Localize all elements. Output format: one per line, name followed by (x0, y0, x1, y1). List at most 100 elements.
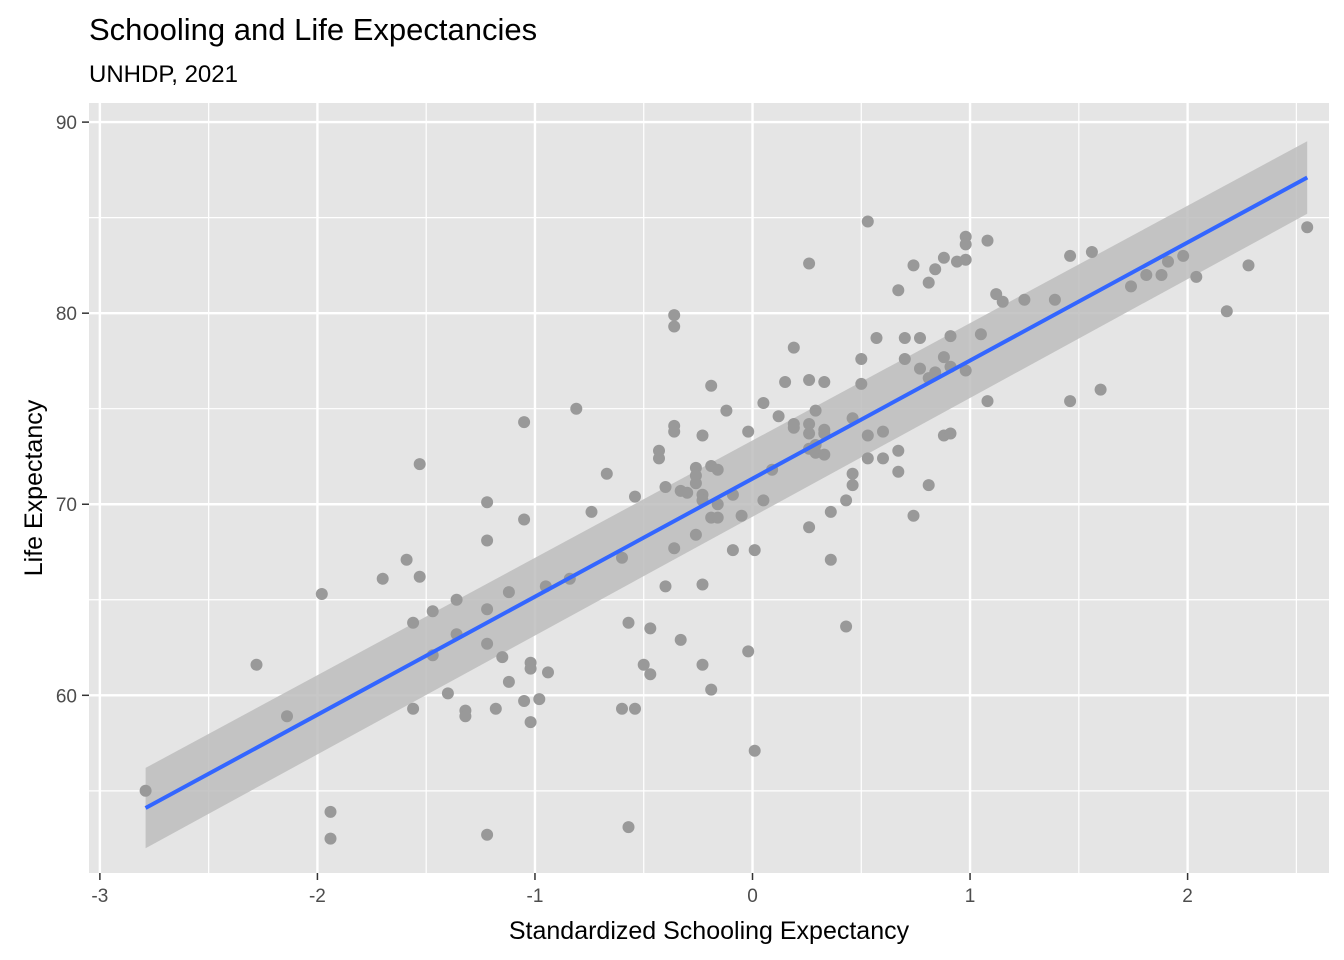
data-point (696, 578, 709, 591)
x-tick-label: -3 (91, 886, 108, 907)
data-point (824, 505, 837, 518)
data-point (681, 486, 694, 499)
data-point (585, 505, 598, 518)
y-axis-title: Life Expectancy (20, 399, 48, 576)
data-point (937, 351, 950, 364)
data-point (674, 633, 687, 646)
data-point (787, 421, 800, 434)
data-point (376, 572, 389, 585)
x-axis-title: Standardized Schooling Expectancy (509, 917, 910, 945)
data-point (772, 410, 785, 423)
x-tick-label: 0 (747, 886, 758, 907)
data-point (757, 397, 770, 409)
data-point (922, 276, 935, 289)
x-axis-ticks: -3 -2 -1 0 1 2 (91, 873, 1193, 907)
data-point (616, 702, 628, 715)
data-point (481, 496, 494, 509)
data-point (742, 425, 755, 438)
data-point (898, 353, 911, 365)
data-point (779, 376, 792, 388)
data-point (803, 427, 816, 440)
data-point (922, 479, 935, 492)
data-point (1018, 293, 1031, 306)
data-point (748, 544, 761, 557)
x-tick-label: 2 (1182, 886, 1193, 907)
data-point (870, 332, 883, 344)
chart-title: Schooling and Life Expectancies (89, 12, 537, 47)
data-point (524, 662, 537, 675)
data-point (518, 695, 531, 707)
data-point (524, 716, 537, 729)
data-point (450, 593, 463, 606)
chart-subtitle: UNHDP, 2021 (89, 61, 238, 88)
data-point (959, 238, 972, 251)
data-point (757, 494, 770, 507)
data-point (1094, 383, 1107, 396)
x-tick-label: -1 (527, 886, 544, 907)
data-point (413, 458, 426, 471)
data-point (659, 580, 672, 593)
data-point (914, 362, 926, 375)
data-point (803, 257, 816, 270)
data-point (1064, 395, 1077, 408)
data-point (689, 528, 702, 541)
data-point (824, 553, 837, 566)
data-point (981, 395, 994, 408)
data-point (324, 832, 337, 845)
data-point (281, 710, 293, 723)
data-point (496, 651, 509, 664)
data-point (616, 551, 628, 564)
data-point (441, 687, 454, 700)
minor-gridlines (89, 103, 1329, 873)
data-point (974, 328, 987, 341)
data-point (803, 374, 816, 386)
data-point (481, 534, 494, 547)
data-point (570, 402, 583, 415)
data-point (668, 309, 681, 322)
data-point (413, 570, 426, 583)
data-point (907, 509, 920, 522)
x-tick-label: -2 (309, 886, 326, 907)
y-tick-label: 60 (56, 686, 77, 707)
data-point (803, 521, 816, 534)
data-point (914, 332, 926, 344)
data-point (426, 605, 439, 618)
data-point (892, 465, 905, 478)
data-point (809, 404, 822, 417)
data-point (139, 784, 152, 797)
data-point (489, 702, 502, 715)
data-point (735, 509, 748, 522)
data-point (959, 253, 972, 266)
data-point (892, 444, 905, 457)
data-point (481, 603, 494, 616)
data-point (689, 477, 702, 490)
data-point (861, 429, 874, 442)
data-point (653, 452, 665, 465)
data-point (711, 463, 724, 476)
data-point (659, 481, 672, 493)
data-point (959, 364, 972, 377)
data-point (720, 404, 733, 417)
data-point (996, 295, 1009, 308)
data-point (726, 544, 739, 557)
data-point (1125, 280, 1137, 293)
data-point (892, 284, 905, 297)
data-point (748, 744, 761, 757)
data-point (861, 452, 874, 465)
data-point (855, 353, 868, 365)
y-tick-label: 90 (56, 113, 77, 134)
data-point (502, 675, 515, 688)
data-points (139, 215, 1314, 845)
data-point (1048, 293, 1061, 306)
data-point (533, 693, 546, 706)
data-point (787, 341, 800, 354)
y-tick-label: 80 (56, 304, 77, 325)
data-point (459, 710, 472, 723)
data-point (315, 588, 328, 600)
data-point (622, 821, 635, 834)
data-point (944, 330, 957, 343)
data-point (637, 658, 650, 671)
data-point (861, 215, 874, 228)
x-tick-label: 1 (965, 886, 976, 907)
data-point (818, 376, 831, 388)
